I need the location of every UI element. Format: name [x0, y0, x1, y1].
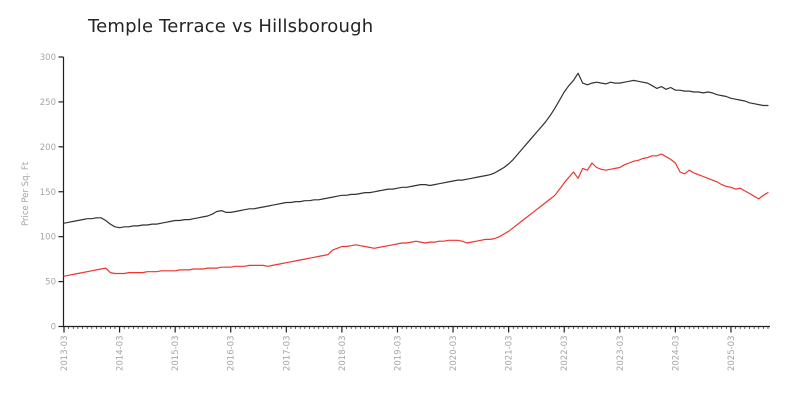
x-tick-label: 2013-03: [60, 336, 70, 372]
x-tick-label: 2023-03: [616, 336, 626, 372]
x-tick-label: 2020-03: [449, 336, 459, 372]
y-tick-label: 0: [51, 323, 56, 333]
series-line-temple-terrace: [63, 153, 769, 277]
y-tick-label: 100: [40, 233, 56, 243]
x-tick-label: 2025-03: [727, 336, 737, 372]
x-tick-label: 2021-03: [505, 336, 515, 372]
x-tick-label: 2014-03: [116, 336, 126, 372]
x-tick-label: 2017-03: [282, 336, 292, 372]
series-line-hillsborough: [63, 72, 769, 229]
y-tick-label: 300: [40, 53, 56, 63]
x-tick-label: 2018-03: [338, 336, 348, 372]
y-tick-label: 200: [40, 143, 56, 153]
x-tick-label: 2015-03: [171, 336, 181, 372]
x-tick-label: 2016-03: [227, 336, 237, 372]
x-tick-label: 2022-03: [560, 336, 570, 372]
chart-title: Temple Terrace vs Hillsborough: [88, 16, 374, 37]
axes: [62, 57, 770, 328]
y-tick-label: 250: [40, 98, 56, 108]
y-tick-label: 150: [40, 188, 56, 198]
x-tick-label: 2024-03: [671, 336, 681, 372]
x-tick-label: 2019-03: [393, 336, 403, 372]
y-tick-label: 50: [45, 278, 56, 288]
